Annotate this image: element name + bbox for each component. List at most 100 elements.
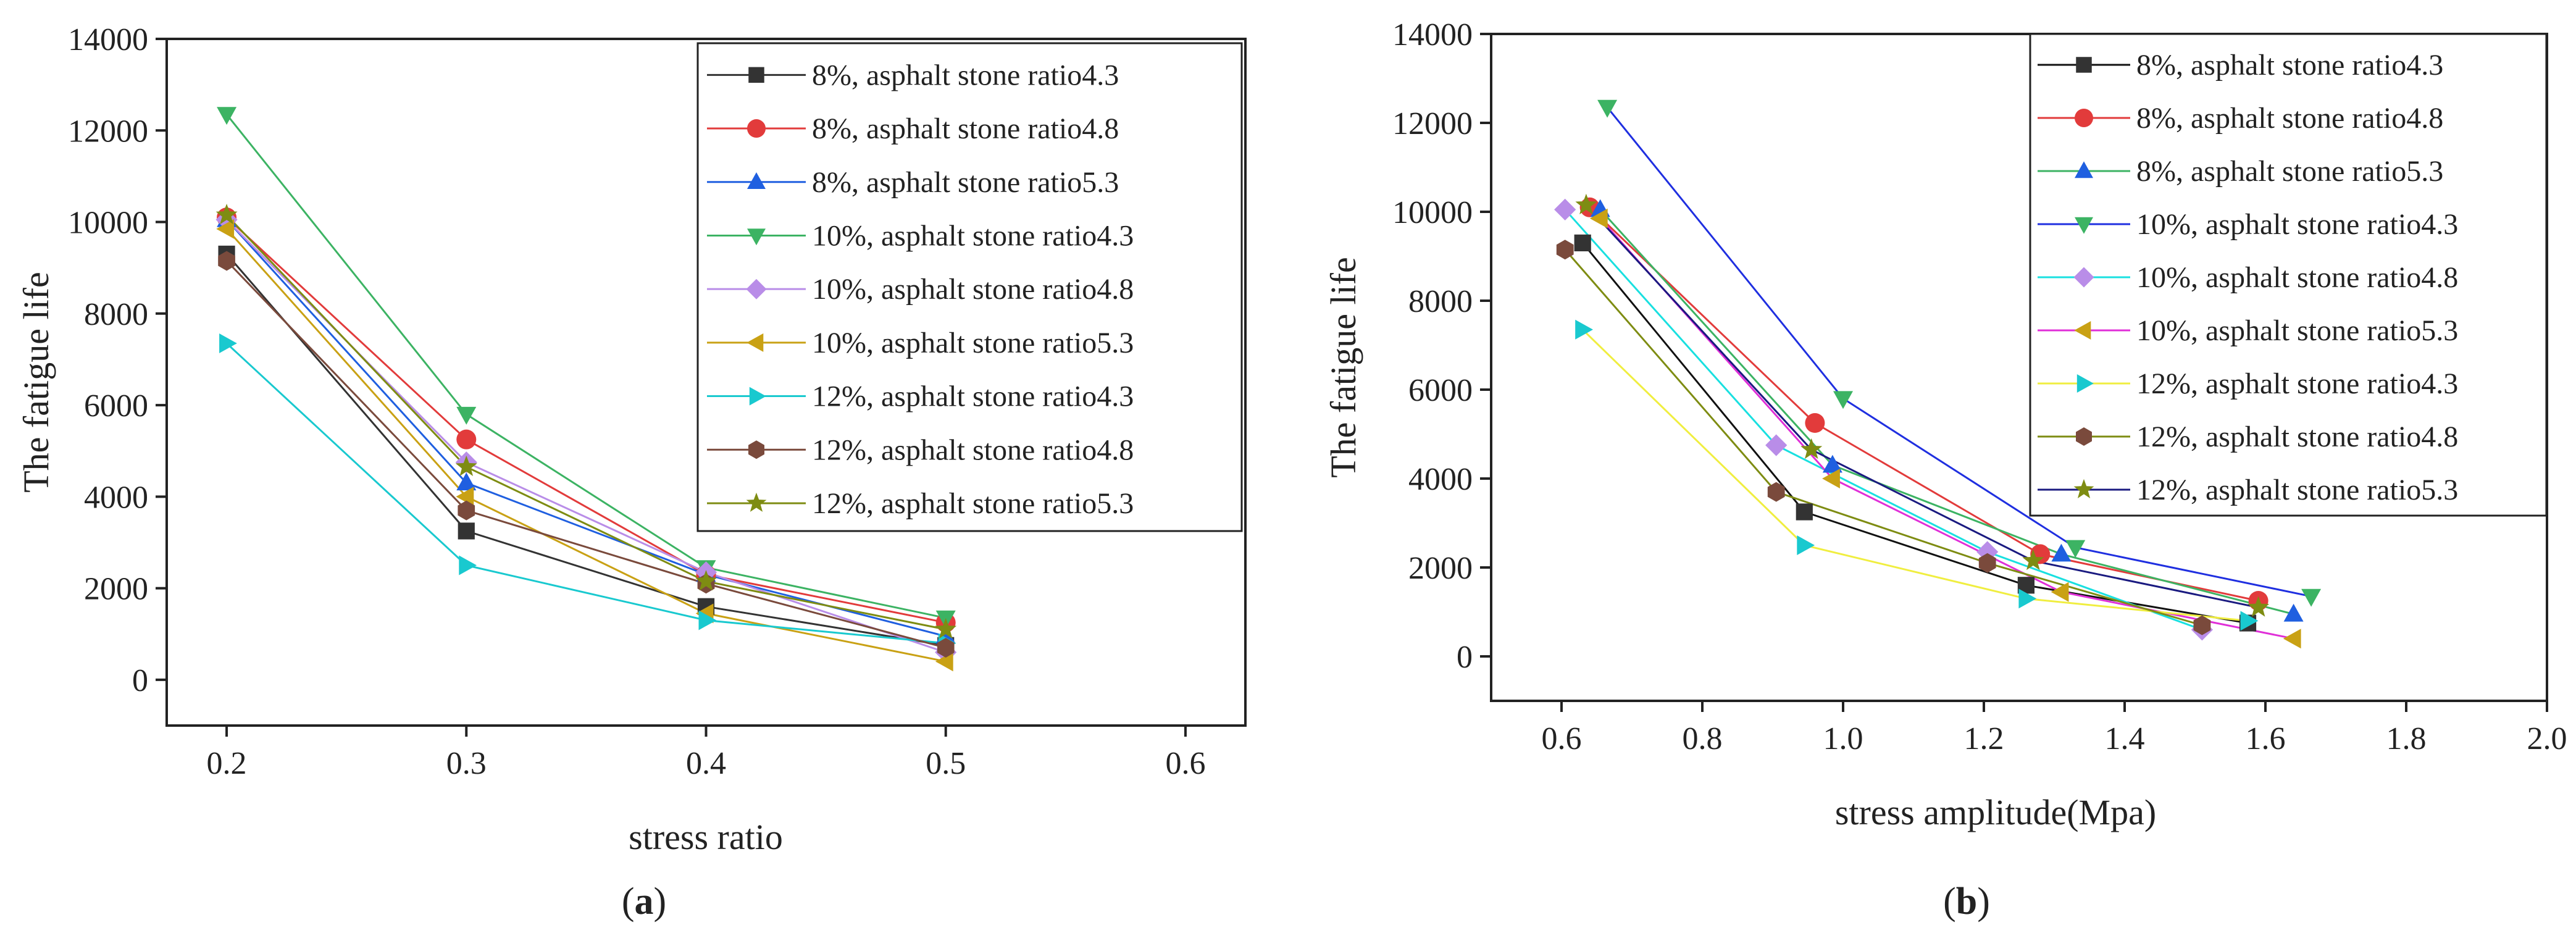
panel-b-point (1800, 438, 1823, 459)
panel-b-point (2022, 549, 2044, 571)
panel-b-y-tick-label: 6000 (1408, 373, 1473, 408)
panel-a-y-tick-label: 10000 (68, 206, 148, 241)
panel-a-x-tick-label: 0.3 (446, 746, 487, 781)
panel-a-series-lines (225, 114, 947, 663)
panel-a-y-tick-label: 8000 (84, 297, 148, 332)
panel-b-x-tick-label: 1.8 (2386, 721, 2427, 756)
panel-b-legend-label: 8%, asphalt stone ratio5.3 (2136, 155, 2443, 188)
panel-b-x-tick-label: 1.2 (1964, 721, 2004, 756)
panel-b-series-line-3 (1599, 209, 2294, 616)
panel-b-point (2240, 611, 2259, 631)
panel-a-x-tick-label: 0.5 (926, 746, 966, 781)
panel-b-series-markers (1554, 99, 2322, 649)
panel-b-legend-label: 8%, asphalt stone ratio4.3 (2136, 49, 2443, 82)
panel-b-point (1575, 319, 1593, 340)
panel-b-point (2283, 629, 2301, 649)
panel-a-y-axis-title: The fatigue life (16, 272, 56, 493)
panel-a-y-tick-label: 14000 (68, 22, 148, 57)
panel-a-legend-label: 10%, asphalt stone ratio5.3 (812, 327, 1134, 359)
panel-b-point (1797, 535, 1815, 555)
panel-a-legend-label: 8%, asphalt stone ratio5.3 (812, 166, 1119, 199)
panel-a-y-tick-label: 0 (132, 663, 148, 698)
panel-a-y-tick-label: 6000 (84, 388, 148, 424)
panel-a-y-tick-label: 12000 (68, 114, 148, 149)
panel-a-point (456, 487, 474, 507)
panel-a-point (216, 219, 235, 239)
panel-a-series-line-2 (226, 216, 946, 624)
panel-a-point (215, 204, 238, 225)
panel-a-legend-label: 10%, asphalt stone ratio4.3 (812, 219, 1134, 252)
panel-b-legend-label: 12%, asphalt stone ratio5.3 (2136, 474, 2458, 506)
panel-b-x-tick-label: 1.4 (2105, 721, 2145, 756)
panel-b-point (2248, 596, 2270, 617)
panel-a-series-line-6 (225, 228, 946, 663)
panel-a-x-tick-labels: 0.2 0.3 0.4 0.5 0.6 (207, 746, 1206, 781)
panel-b-series-line-5 (1564, 209, 2202, 631)
panel-b-point (1978, 553, 1996, 573)
panel-a-x-tick-label: 0.4 (686, 746, 726, 781)
panel-a-series-markers (215, 107, 957, 672)
panel-a-x-tick-label: 0.2 (207, 746, 247, 781)
panel-b-point (1765, 434, 1788, 456)
panel-b-point (1554, 198, 1576, 220)
panel-b-y-tick-label: 0 (1457, 640, 1473, 675)
panel-a-legend-marker (746, 278, 767, 299)
panel-a-point (456, 472, 477, 491)
panel-b-legend-marker (2076, 57, 2092, 73)
panel-a-point (456, 429, 477, 450)
panel-a-chart: 0.2 0.3 0.4 0.5 0.6 0 2000 4000 6000 8000 10000 12… (16, 22, 1247, 923)
panel-a-y-tick-label: 2000 (84, 572, 148, 607)
panel-a-legend-label: 8%, asphalt stone ratio4.3 (812, 59, 1119, 91)
panel-a-ticks (156, 38, 1187, 737)
panel-a-point (456, 406, 477, 425)
panel-b-x-tick-label: 1.0 (1823, 721, 1863, 756)
panel-b-ticks (1480, 33, 2548, 712)
panel-b-point (1575, 193, 1597, 215)
panel-b-x-axis-title: stress amplitude(Mpa) (1835, 792, 2156, 832)
panel-b-point (2051, 543, 2072, 562)
panel-b-legend-marker (2076, 427, 2092, 446)
panel-b-point (1597, 99, 1618, 118)
panel-a-point (698, 610, 717, 630)
panel-b-y-tick-labels: 0 2000 4000 6000 8000 10000 12000 14000 (1392, 17, 1473, 675)
panel-b-legend-marker (2076, 374, 2094, 393)
panel-a-legend-marker (747, 228, 766, 246)
panel-b-y-tick-label: 8000 (1408, 284, 1473, 319)
panel-b-legend-label: 8%, asphalt stone ratio4.8 (2136, 102, 2443, 135)
panel-b-caption: (b) (1943, 881, 1990, 923)
panel-b-point (2065, 540, 2086, 558)
panel-b-point (2301, 588, 2322, 607)
panel-b-point (1574, 234, 1591, 251)
panel-b-series-line-7 (1582, 329, 2248, 622)
panel-b-y-tick-label: 2000 (1408, 551, 1473, 586)
panel-a-legend-label: 12%, asphalt stone ratio5.3 (812, 487, 1134, 520)
panel-b-legend: 8%, asphalt stone ratio4.3 8%, asphalt st… (2029, 33, 2548, 517)
panel-b-point (1833, 391, 1853, 409)
panel-b-legend-marker (2074, 321, 2091, 340)
panel-a-legend-label: 8%, asphalt stone ratio4.8 (812, 112, 1119, 145)
panel-a-y-tick-labels: 0 2000 4000 6000 8000 10000 12000 14000 (68, 22, 148, 698)
panel-a-legend-marker (748, 440, 764, 459)
panel-b-legend-marker (2073, 267, 2094, 288)
panel-b-y-tick-label: 10000 (1392, 195, 1473, 230)
panel-a-point (217, 107, 237, 125)
panel-b-y-axis-title: The fatigue life (1323, 257, 1363, 478)
panel-b-x-tick-label: 1.6 (2246, 721, 2286, 756)
panel-a-legend-marker (748, 67, 764, 83)
panel-a-point (458, 500, 475, 521)
panel-b-point (2283, 603, 2304, 622)
panel-b-point (1589, 208, 1608, 228)
panel-b-legend-marker (2075, 109, 2093, 127)
panel-b-point (1805, 413, 1825, 433)
panel-a-point (455, 455, 477, 476)
panel-a-series-line-7 (226, 342, 946, 645)
panel-b-legend-label: 12%, asphalt stone ratio4.8 (2136, 421, 2458, 453)
panel-b-point (1822, 469, 1840, 488)
panel-a-series-line-9 (226, 214, 946, 630)
panel-b-legend-marker (2075, 161, 2093, 178)
panel-a-legend-label: 12%, asphalt stone ratio4.8 (812, 433, 1134, 466)
panel-b-legend-marker (2075, 217, 2093, 234)
panel-b-y-tick-label: 12000 (1392, 106, 1473, 141)
panel-b-series-line-1 (1582, 242, 2248, 624)
